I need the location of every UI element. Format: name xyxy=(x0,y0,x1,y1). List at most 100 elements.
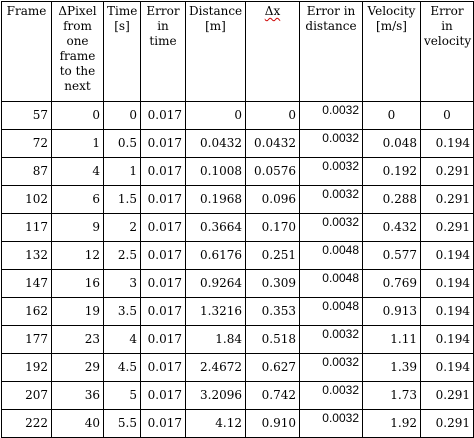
cell-time: 2.5 xyxy=(103,241,141,270)
cell-err-vel: 0.291 xyxy=(420,213,474,242)
cell-err-dist: 0.0032 xyxy=(299,353,363,382)
table-row: 117 9 2 0.017 0.3664 0.170 0.0032 0.432 0.291 xyxy=(1,213,474,242)
cell-distance: 1.84 xyxy=(185,325,246,354)
cell-distance: 3.2096 xyxy=(185,381,246,410)
cell-dx: 0.742 xyxy=(245,381,300,410)
cell-err-time: 0.017 xyxy=(140,297,186,326)
cell-distance: 0.9264 xyxy=(185,269,246,298)
header-line: next xyxy=(64,79,91,93)
table-row: 57 0 0 0.017 0 0 0.0032 0 0 xyxy=(1,101,474,130)
column-header-err-dist: Error in distance xyxy=(299,1,363,102)
header-line: Distance xyxy=(189,4,243,18)
cell-dpixel: 16 xyxy=(51,269,104,298)
cell-time: 1 xyxy=(103,157,141,186)
table-row: 102 6 1.5 0.017 0.1968 0.096 0.0032 0.288 0.291 xyxy=(1,185,474,214)
cell-err-dist: 0.0048 xyxy=(299,241,363,270)
column-header-err-vel: Error in velocity xyxy=(420,1,474,102)
cell-time: 0 xyxy=(103,101,141,130)
cell-distance: 0 xyxy=(185,101,246,130)
cell-dx: 0.353 xyxy=(245,297,300,326)
cell-time: 1.5 xyxy=(103,185,141,214)
cell-distance: 2.4672 xyxy=(185,353,246,382)
table-header: Frame ΔPixel from one frame to the next Time [s]… xyxy=(1,1,474,102)
cell-dpixel: 40 xyxy=(51,409,104,438)
column-header-err-time: Error in time xyxy=(140,1,186,102)
cell-dx: 0 xyxy=(245,101,300,130)
cell-err-time: 0.017 xyxy=(140,157,186,186)
cell-velocity: 0.577 xyxy=(362,241,421,270)
cell-velocity: 0.192 xyxy=(362,157,421,186)
cell-velocity: 0.432 xyxy=(362,213,421,242)
column-header-dx: Δx xyxy=(245,1,300,102)
cell-velocity: 0.048 xyxy=(362,129,421,158)
cell-dpixel: 12 xyxy=(51,241,104,270)
cell-err-dist: 0.0032 xyxy=(299,101,363,130)
table-row: 87 4 1 0.017 0.1008 0.0576 0.0032 0.192 0.291 xyxy=(1,157,474,186)
cell-distance: 0.1008 xyxy=(185,157,246,186)
cell-time: 0.5 xyxy=(103,129,141,158)
header-line: velocity xyxy=(424,34,472,48)
cell-dpixel: 6 xyxy=(51,185,104,214)
cell-err-dist: 0.0032 xyxy=(299,325,363,354)
cell-err-time: 0.017 xyxy=(140,213,186,242)
column-header-velocity: Velocity [m/s] xyxy=(362,1,421,102)
cell-err-time: 0.017 xyxy=(140,353,186,382)
cell-err-dist: 0.0048 xyxy=(299,269,363,298)
cell-dx: 0.309 xyxy=(245,269,300,298)
cell-frame: 72 xyxy=(1,129,52,158)
cell-distance: 1.3216 xyxy=(185,297,246,326)
cell-err-vel: 0.291 xyxy=(420,157,474,186)
header-line: time xyxy=(149,34,177,48)
cell-err-dist: 0.0032 xyxy=(299,129,363,158)
cell-dpixel: 36 xyxy=(51,381,104,410)
header-line: frame xyxy=(59,49,96,63)
cell-distance: 0.3664 xyxy=(185,213,246,242)
cell-distance: 0.6176 xyxy=(185,241,246,270)
header-line: to the xyxy=(59,64,96,78)
cell-time: 5 xyxy=(103,381,141,410)
cell-dpixel: 9 xyxy=(51,213,104,242)
cell-time: 3 xyxy=(103,269,141,298)
table-row: 132 12 2.5 0.017 0.6176 0.251 0.0048 0.577 0.194 xyxy=(1,241,474,270)
header-line: [m] xyxy=(205,19,226,33)
header-row: Frame ΔPixel from one frame to the next Time [s]… xyxy=(1,1,474,102)
column-header-time: Time [s] xyxy=(103,1,141,102)
header-line: Frame xyxy=(6,4,47,18)
cell-dx: 0.518 xyxy=(245,325,300,354)
cell-dpixel: 29 xyxy=(51,353,104,382)
column-header-dpixel: ΔPixel from one frame to the next xyxy=(51,1,104,102)
header-line: Δx xyxy=(249,4,296,19)
cell-dpixel: 4 xyxy=(51,157,104,186)
cell-err-vel: 0.194 xyxy=(420,241,474,270)
cell-dx: 0.0576 xyxy=(245,157,300,186)
cell-velocity: 0.769 xyxy=(362,269,421,298)
cell-frame: 162 xyxy=(1,297,52,326)
table-row: 192 29 4.5 0.017 2.4672 0.627 0.0032 1.39 0.194 xyxy=(1,353,474,382)
cell-frame: 87 xyxy=(1,157,52,186)
cell-frame: 132 xyxy=(1,241,52,270)
cell-distance: 0.1968 xyxy=(185,185,246,214)
cell-err-time: 0.017 xyxy=(140,409,186,438)
cell-err-vel: 0.291 xyxy=(420,381,474,410)
cell-err-dist: 0.0032 xyxy=(299,157,363,186)
cell-frame: 117 xyxy=(1,213,52,242)
header-line: Error xyxy=(146,4,180,18)
header-line: distance xyxy=(305,19,357,33)
cell-distance: 4.12 xyxy=(185,409,246,438)
cell-velocity: 1.39 xyxy=(362,353,421,382)
cell-frame: 102 xyxy=(1,185,52,214)
cell-frame: 207 xyxy=(1,381,52,410)
column-header-frame: Frame xyxy=(1,1,52,102)
header-line: Time xyxy=(107,4,138,18)
cell-time: 3.5 xyxy=(103,297,141,326)
cell-dx: 0.0432 xyxy=(245,129,300,158)
cell-err-time: 0.017 xyxy=(140,241,186,270)
cell-err-time: 0.017 xyxy=(140,381,186,410)
cell-dx: 0.096 xyxy=(245,185,300,214)
header-line: [m/s] xyxy=(376,19,407,33)
table-row: 162 19 3.5 0.017 1.3216 0.353 0.0048 0.913 0.194 xyxy=(1,297,474,326)
cell-frame: 147 xyxy=(1,269,52,298)
cell-dpixel: 19 xyxy=(51,297,104,326)
table-row: 147 16 3 0.017 0.9264 0.309 0.0048 0.769 0.194 xyxy=(1,269,474,298)
